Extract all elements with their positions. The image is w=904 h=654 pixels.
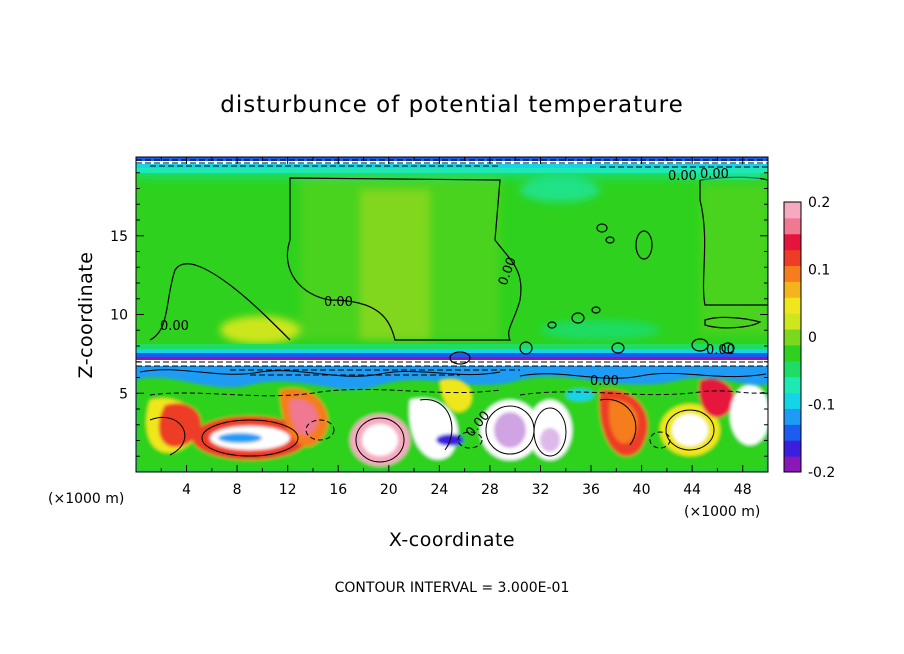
colorbar-swatch xyxy=(784,202,801,219)
contour-label: 0.00 xyxy=(668,169,697,184)
colorbar-swatch xyxy=(784,424,801,441)
colorbar: 0.2 0.1 0 -0.1 -0.2 xyxy=(783,195,835,481)
x-tick-label: 8 xyxy=(233,482,242,498)
colorbar-swatch xyxy=(784,408,801,425)
x-tick-label: 32 xyxy=(532,482,550,498)
chart-title: disturbunce of potential temperature xyxy=(220,92,684,118)
x-tick-label: 4 xyxy=(182,482,191,498)
contour-label: 0.00 xyxy=(590,374,619,389)
upper-layer-shading xyxy=(136,165,768,344)
x-tick-label: 48 xyxy=(734,482,752,498)
contour-label: 0.00 xyxy=(324,295,353,310)
y-tick-label: 15 xyxy=(110,229,128,245)
colorbar-swatch xyxy=(784,265,801,282)
y-axis-title: Z-coordinate xyxy=(75,252,97,379)
x-tick-label: 24 xyxy=(430,482,448,498)
colorbar-tick-label: 0.2 xyxy=(808,195,830,211)
colorbar-swatch xyxy=(784,440,801,457)
x-tick-label: 36 xyxy=(582,482,600,498)
contour-label: 0.00 xyxy=(700,167,729,182)
colorbar-swatch xyxy=(784,376,801,394)
contour-label: 0.00 xyxy=(160,319,189,334)
x-axis-title: X-coordinate xyxy=(389,529,515,551)
colorbar-tick-label: -0.2 xyxy=(808,465,835,481)
colorbar-frame xyxy=(783,201,802,473)
y-tick-label: 5 xyxy=(119,386,128,402)
x-tick-label: 28 xyxy=(481,482,499,498)
x-tick-label: 44 xyxy=(683,482,701,498)
x-tick-label: 12 xyxy=(279,482,297,498)
plot-field xyxy=(136,157,768,472)
colorbar-tick-label: 0 xyxy=(808,330,817,346)
x-unit-label-right: (×1000 m) xyxy=(684,504,760,520)
top-contours xyxy=(136,159,768,168)
colorbar-swatch xyxy=(784,344,801,362)
colorbar-swatch xyxy=(784,217,801,235)
colorbar-swatch xyxy=(784,360,801,378)
y-axis: 5 10 15 xyxy=(110,172,768,457)
contour-interval-note: CONTOUR INTERVAL = 3.000E-01 xyxy=(335,580,570,596)
colorbar-swatch xyxy=(784,249,801,267)
x-tick-label: 40 xyxy=(633,482,651,498)
colorbar-swatch xyxy=(784,233,801,251)
y-tick-label: 10 xyxy=(110,308,128,324)
colorbar-swatch xyxy=(784,313,801,330)
colorbar-swatch xyxy=(784,456,801,473)
colorbar-swatch xyxy=(784,297,801,314)
colorbar-tick-label: 0.1 xyxy=(808,263,830,279)
x-axis: 4 8 12 16 20 24 28 32 36 40 44 48 xyxy=(160,157,752,498)
colorbar-swatch xyxy=(784,329,801,346)
x-tick-label: 16 xyxy=(329,482,347,498)
colorbar-tick-label: -0.1 xyxy=(808,398,835,414)
colorbar-swatch xyxy=(784,281,801,298)
x-tick-label: 20 xyxy=(380,482,398,498)
contour-label: 0.00 xyxy=(706,343,735,358)
lower-layer xyxy=(136,366,768,472)
colorbar-swatch xyxy=(784,392,801,409)
x-unit-label: (×1000 m) xyxy=(48,491,124,507)
